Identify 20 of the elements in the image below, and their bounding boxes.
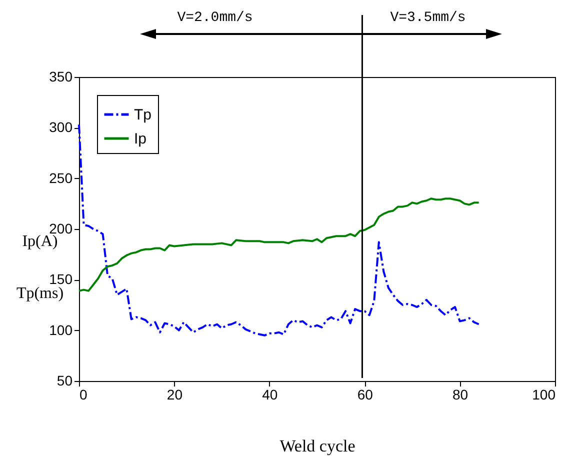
legend-label: Ip xyxy=(134,130,147,148)
x-tick-label: 100 xyxy=(532,386,556,402)
x-tick-label: 40 xyxy=(262,386,278,402)
y-tick-label: 100 xyxy=(49,322,73,338)
y-tick-label: 150 xyxy=(49,271,73,288)
y-tick-label: 250 xyxy=(49,170,73,186)
y-tick-label: 300 xyxy=(49,119,73,136)
text: V=2.0mm/s xyxy=(177,10,253,26)
x-tick-label: 20 xyxy=(166,386,183,402)
x-tick-label: 60 xyxy=(357,386,374,402)
line-series xyxy=(78,198,480,292)
y-tick-label: 350 xyxy=(49,68,73,84)
legend-label: Tp xyxy=(134,106,152,124)
y-tick-label: 50 xyxy=(56,372,73,388)
x-axis-title: Weld cycle xyxy=(280,436,356,456)
text: V=3.5mm/s xyxy=(390,10,466,26)
text: Tp(ms) xyxy=(16,285,64,302)
line-series xyxy=(78,124,480,336)
x-tick-label: 80 xyxy=(452,386,468,402)
x-tick-label: 0 xyxy=(80,386,88,402)
